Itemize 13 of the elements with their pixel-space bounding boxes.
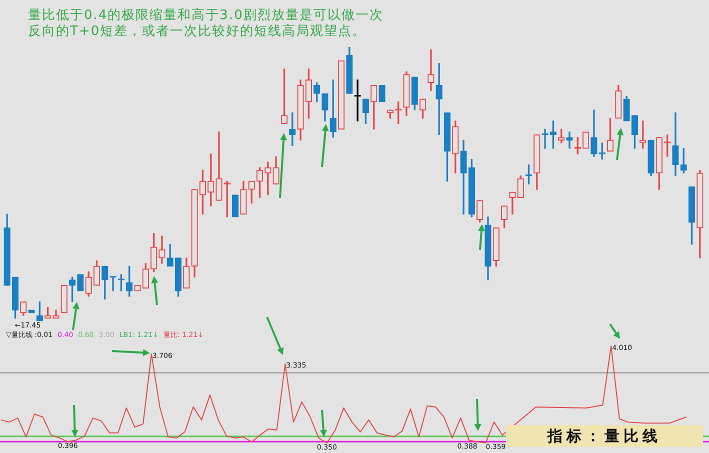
candlestick — [28, 310, 35, 314]
chart-title: 量比低于0.4的极限缩量和高于3.0剧烈放量是可以做一次 — [28, 8, 384, 24]
candlestick — [378, 85, 386, 102]
indicator-label-box: 指标：量比线 — [506, 425, 703, 447]
candlestick — [582, 132, 590, 149]
chart-subtitle: 反向的T+0短差，或者一次比较好的短线高局观望点。 — [28, 24, 366, 40]
candlestick — [134, 285, 141, 292]
candlestick — [60, 285, 68, 314]
candlestick — [338, 60, 345, 130]
candlestick — [77, 274, 84, 292]
candlestick — [428, 49, 434, 92]
candlestick — [566, 132, 573, 149]
candlestick — [232, 194, 239, 218]
